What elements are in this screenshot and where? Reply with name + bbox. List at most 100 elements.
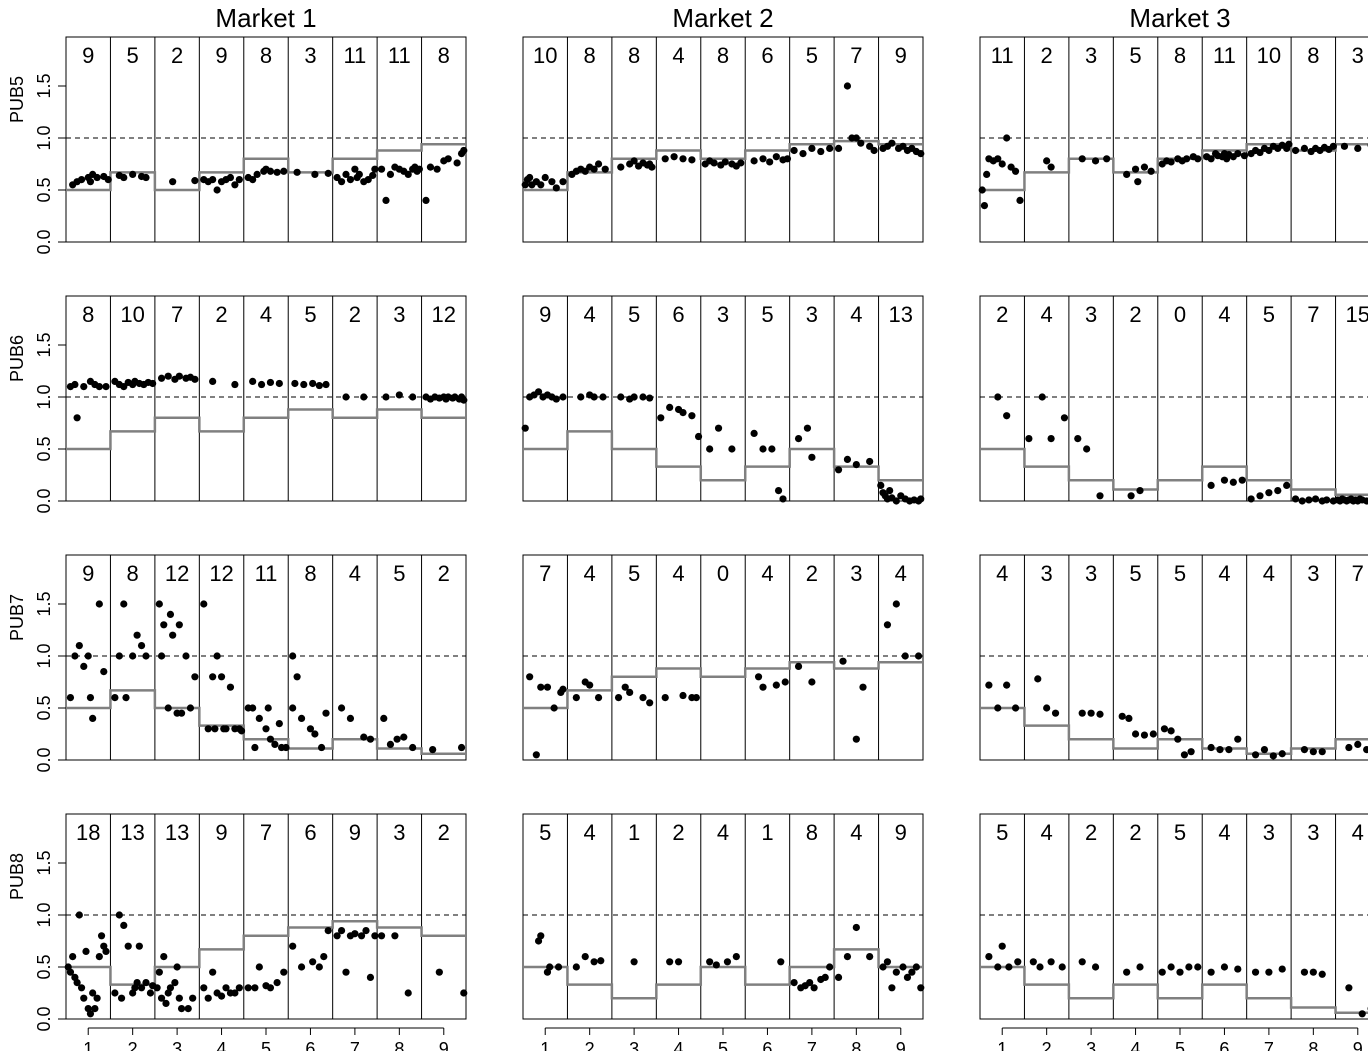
data-point xyxy=(688,412,696,420)
data-point xyxy=(395,391,403,399)
period-count: 4 xyxy=(850,820,862,845)
data-point xyxy=(184,1005,192,1013)
data-point xyxy=(806,979,814,987)
data-point xyxy=(231,989,239,997)
x-tick-label: 9 xyxy=(439,1039,449,1051)
data-point xyxy=(1256,492,1264,500)
data-point xyxy=(311,730,319,738)
data-point xyxy=(834,144,843,152)
data-point xyxy=(917,495,925,503)
data-point xyxy=(888,984,896,992)
data-point xyxy=(280,167,288,175)
data-point xyxy=(357,932,366,940)
data-point xyxy=(1127,492,1135,500)
period-count: 11 xyxy=(1213,43,1236,68)
panel-frame xyxy=(979,554,1368,761)
period-count: 7 xyxy=(1307,302,1319,327)
data-point xyxy=(182,652,190,660)
data-point xyxy=(169,631,177,639)
data-point xyxy=(1136,487,1144,495)
data-point xyxy=(1003,134,1011,142)
data-point xyxy=(790,146,798,155)
data-point xyxy=(1363,746,1368,754)
data-point xyxy=(857,139,865,147)
panel-frame xyxy=(979,295,1368,502)
data-point xyxy=(86,1010,95,1018)
data-point xyxy=(191,375,199,383)
data-point xyxy=(1194,155,1202,163)
data-point xyxy=(994,155,1002,163)
data-point xyxy=(371,932,379,940)
data-point xyxy=(994,393,1002,401)
data-point xyxy=(1207,155,1215,163)
data-point xyxy=(1003,412,1011,420)
data-point xyxy=(102,947,110,956)
data-point xyxy=(774,487,783,495)
period-count: 7 xyxy=(260,820,272,845)
data-point xyxy=(639,393,647,401)
data-point xyxy=(1029,958,1037,966)
market-title: Market 1 xyxy=(215,3,316,33)
period-count: 3 xyxy=(1352,43,1364,68)
x-tick-label: 4 xyxy=(674,1039,684,1051)
data-point xyxy=(550,704,558,712)
data-point xyxy=(1345,984,1353,992)
data-point xyxy=(266,167,275,175)
data-point xyxy=(93,994,101,1002)
data-point xyxy=(171,979,179,987)
step-line xyxy=(980,447,1368,497)
data-point xyxy=(590,958,598,966)
data-point xyxy=(630,157,638,165)
data-point xyxy=(834,466,843,474)
data-point xyxy=(255,714,263,723)
data-point xyxy=(1285,140,1293,148)
data-point xyxy=(175,372,183,380)
data-point xyxy=(1220,963,1229,971)
data-point xyxy=(572,963,580,971)
period-count: 3 xyxy=(717,302,729,327)
period-count: 4 xyxy=(584,302,596,327)
data-point xyxy=(1103,155,1111,163)
data-point xyxy=(914,652,923,660)
data-point xyxy=(1187,748,1195,756)
data-point xyxy=(142,173,150,182)
data-point xyxy=(750,157,758,165)
data-point xyxy=(1185,963,1193,971)
period-count: 6 xyxy=(304,820,316,845)
x-tick-label: 9 xyxy=(1353,1039,1363,1051)
data-point xyxy=(1140,163,1149,171)
x-tick-label: 8 xyxy=(851,1039,861,1051)
data-point xyxy=(1060,414,1069,422)
y-tick-label: 1.5 xyxy=(34,332,54,357)
data-point xyxy=(73,414,81,422)
data-point xyxy=(994,704,1002,712)
data-point xyxy=(324,169,332,177)
x-tick-label: 7 xyxy=(807,1039,817,1051)
data-point xyxy=(315,381,323,390)
data-point xyxy=(821,973,829,982)
period-count: 4 xyxy=(895,561,907,586)
data-point xyxy=(93,173,101,182)
period-count: 9 xyxy=(215,43,227,68)
data-point xyxy=(213,652,221,660)
data-point xyxy=(1283,481,1291,489)
data-point xyxy=(1180,751,1189,759)
data-point xyxy=(309,958,317,966)
data-point xyxy=(883,621,892,629)
data-point xyxy=(226,683,235,691)
data-point xyxy=(142,979,150,987)
period-count: 4 xyxy=(717,820,729,845)
x-tick-label: 3 xyxy=(629,1039,639,1051)
data-point xyxy=(794,435,803,443)
data-point xyxy=(1003,681,1011,689)
data-point xyxy=(1207,481,1215,489)
period-count: 2 xyxy=(349,302,361,327)
data-point xyxy=(209,968,217,976)
step-line xyxy=(66,408,466,451)
data-point xyxy=(537,683,545,691)
period-count: 5 xyxy=(806,43,818,68)
data-point xyxy=(601,165,609,173)
data-point xyxy=(692,694,700,702)
period-count: 5 xyxy=(628,561,640,586)
x-tick-label: 7 xyxy=(1264,1039,1274,1051)
